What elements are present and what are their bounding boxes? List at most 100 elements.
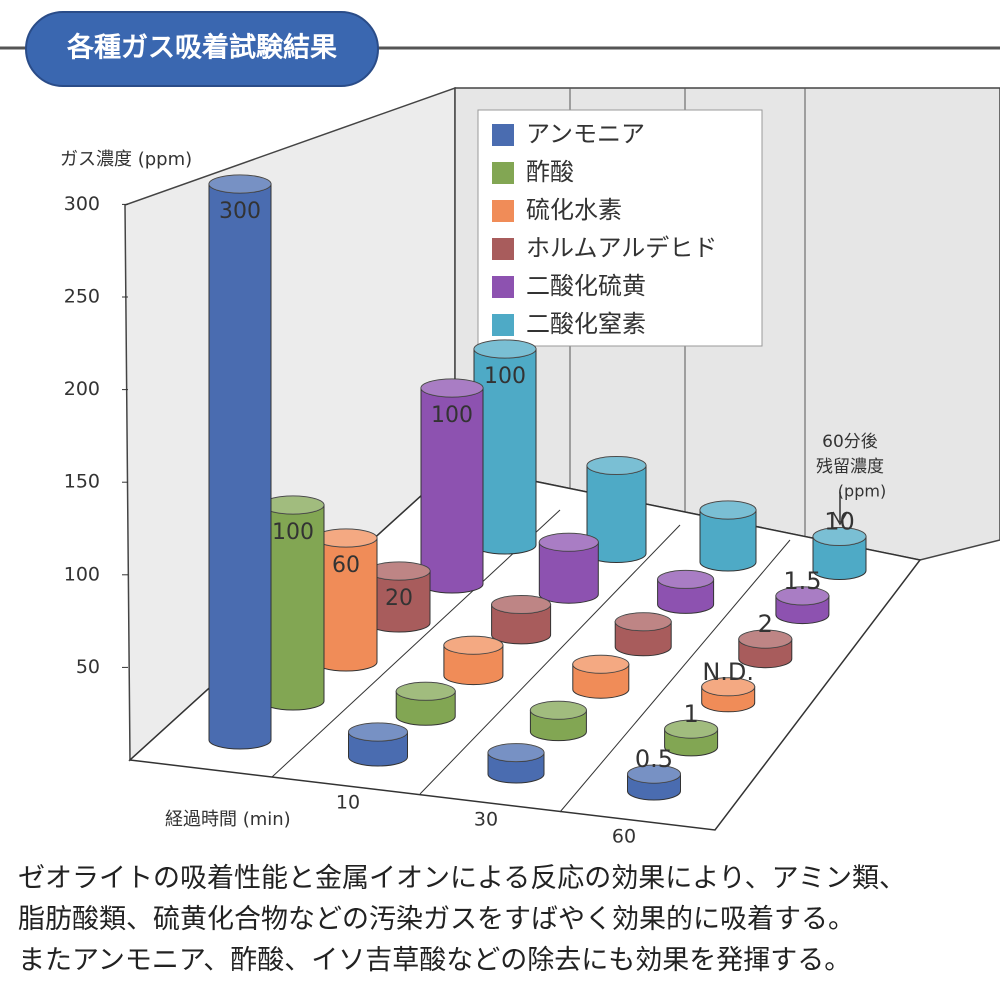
data-label: 100 [484,364,526,389]
cylinder [572,663,630,699]
y-tick-label: 300 [64,193,100,215]
cylinder-top [738,629,793,649]
cylinder-top-shade [474,340,536,358]
legend-swatch [492,124,514,146]
cylinder-top-shade [539,533,599,552]
data-label: N.D. [702,658,754,686]
cylinder-top-shade [813,527,866,546]
cylinder [538,541,599,604]
legend [477,109,763,347]
annotation: (ppm) [838,482,886,501]
y-axis-title: ガス濃度 (ppm) [60,149,192,170]
cylinder [812,536,867,580]
cylinder-top-shade [488,743,544,762]
y-tick-label: 250 [64,286,100,308]
y-tick-label: 200 [64,378,100,400]
cylinder-top [443,635,504,655]
cylinder-top [420,378,484,398]
data-label: 100 [272,520,314,545]
legend-label: 酢酸 [526,158,574,186]
cylinder-top-shade [701,677,755,696]
data-label: 1 [683,700,698,728]
data-label: 20 [385,586,413,611]
x-tick-label: 60 [612,826,636,848]
cylinder-top-shade [615,612,672,631]
cylinder-top-shade [530,701,587,720]
cylinder-top-shade [657,570,714,589]
cylinder-top [572,654,630,674]
cylinder-top [664,719,719,739]
cylinder-top [614,612,672,632]
legend-swatch [492,276,514,298]
cylinder-top [627,764,681,784]
cylinder [208,183,272,750]
cylinder-top [538,532,599,552]
description-line: 脂肪酸類、硫黄化合物などの汚染ガスをすばやく効果的に吸着する。 [18,904,855,935]
legend-label: アンモニア [526,120,645,148]
title-pill [25,11,379,87]
data-label: 1.5 [783,567,821,595]
data-label: 100 [431,403,473,428]
cylinder-top [812,527,867,546]
cylinder-top-shade [315,529,377,547]
legend-label: 二酸化硫黄 [526,272,646,300]
cylinder-top-shade [368,562,430,580]
description: ゼオライトの吸着性能と金属イオンによる反応の効果により、アミン類、 脂肪酸類、硫… [18,858,993,981]
annotation: 60分後 [822,432,878,452]
cylinder [348,731,408,767]
cylinder-top-shade [262,496,324,514]
cylinder-top [586,456,647,475]
legend-label: 二酸化窒素 [526,310,646,338]
x-tick-label: 30 [474,809,498,831]
cylinder-top-shade [443,636,503,655]
legend-label: ホルムアルデヒド [526,234,717,262]
cylinder-top [348,722,408,742]
cylinder-top [208,174,272,194]
cylinder [699,509,757,572]
cylinder-top [775,586,830,606]
y-tick-label: 50 [76,656,100,678]
y-tick-label: 100 [64,563,100,585]
cylinder [657,578,715,614]
cylinder-top [699,500,757,520]
legend-swatch [492,238,514,260]
x-axis-title: 経過時間 (min) [165,809,291,830]
cylinder-top [657,569,715,589]
legend-swatch [492,314,514,336]
data-label: 10 [824,508,855,536]
data-label: 2 [758,610,773,638]
cylinder-top-shade [627,765,681,784]
cylinder [491,604,552,645]
cylinder-top-shade [664,720,718,739]
data-label: 300 [219,199,261,224]
cylinder-top [491,595,552,614]
cylinder-top-shade [396,682,456,701]
cylinder-top-shade [572,655,629,674]
cylinder-top-shade [700,501,756,519]
chart: 各種ガス吸着試験結果 ガス濃度 (ppm) 経過時間 (min) 60分後 残留… [0,11,1000,848]
floor-line [559,539,791,813]
cylinder-top [487,743,545,763]
cylinder-top-shade [491,595,551,614]
cylinder-top [395,681,456,701]
description-line: ゼオライトの吸着性能と金属イオンによる反応の効果により、アミン類、 [18,863,907,894]
cylinder [614,621,672,657]
cylinder-top [529,700,587,720]
description-line: またアンモニア、酢酸、イソ吉草酸などの除去にも効果を発揮する。 [18,945,852,976]
annotation: 残留濃度 [816,457,884,477]
y-tick-label: 150 [64,471,100,493]
data-label: 0.5 [635,745,673,773]
legend-label: 硫化水素 [526,196,622,224]
cylinder-top [473,339,537,359]
floor-line [271,509,561,778]
x-tick-label: 10 [336,792,360,814]
cylinder-top-shade [348,723,408,741]
cylinder-top-shade [738,630,792,649]
chart-title: 各種ガス吸着試験結果 [66,32,337,64]
annotation-arrow [832,511,848,526]
cylinder-top-shade [209,175,271,193]
legend-swatch [492,162,514,184]
data-label: 60 [332,553,360,578]
cylinder-top-shade [587,456,646,475]
